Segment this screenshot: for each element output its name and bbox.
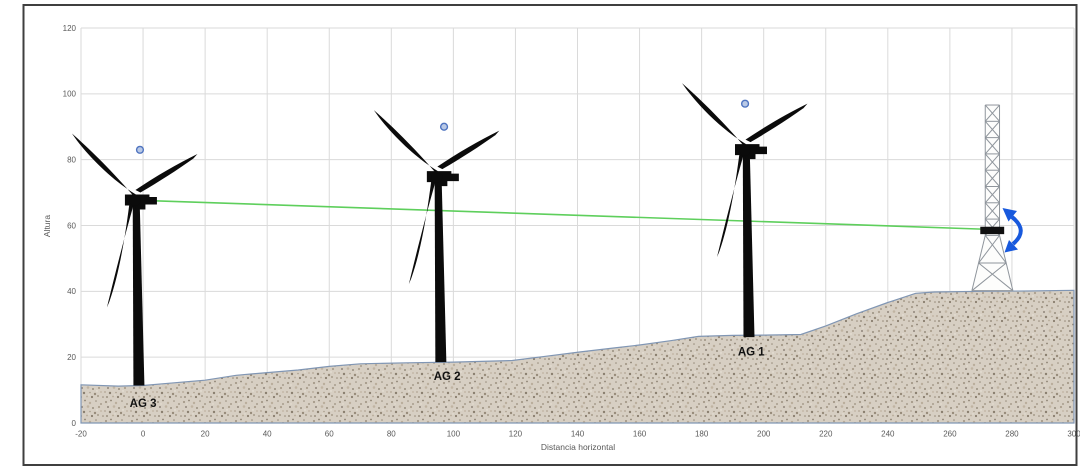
- frame-border: [22, 4, 1078, 466]
- turbine-blade: [373, 110, 438, 174]
- x-tick-label: 240: [881, 430, 895, 439]
- x-tick-label: 0: [141, 430, 146, 439]
- y-tick-label: 0: [72, 419, 77, 428]
- turbine-blade: [71, 133, 136, 197]
- y-tick-label: 100: [63, 90, 77, 99]
- wind-turbine: AG 3: [71, 133, 198, 410]
- x-tick-label: 140: [571, 430, 585, 439]
- x-tick-label: 100: [447, 430, 461, 439]
- mast-brace: [971, 262, 1007, 292]
- x-tick-label: 160: [633, 430, 647, 439]
- x-tick-label: -20: [75, 430, 87, 439]
- x-tick-label: 120: [509, 430, 523, 439]
- y-tick-label: 60: [67, 221, 76, 230]
- turbine-hub: [129, 194, 141, 206]
- x-tick-label: 280: [1005, 430, 1019, 439]
- mast-brace: [984, 202, 1000, 220]
- mast-brace: [978, 262, 1014, 292]
- turbine-label: AG 3: [130, 398, 157, 410]
- sight-line: [135, 199, 982, 230]
- turbine-rotor: [71, 133, 198, 308]
- mast-brace: [984, 186, 1000, 204]
- mast-brace: [984, 153, 1000, 171]
- y-tick-label: 80: [67, 155, 76, 164]
- turbine-label: AG 2: [434, 371, 461, 383]
- mast-brace: [984, 235, 1007, 264]
- y-axis-title: Altura: [42, 215, 52, 237]
- x-tick-label: 20: [201, 430, 210, 439]
- x-tick-label: 40: [263, 430, 272, 439]
- tilt-arrow-head-top: [1002, 208, 1017, 222]
- scatter-point: [439, 122, 449, 131]
- turbine-blade: [408, 180, 436, 285]
- mast-brace: [978, 235, 1000, 264]
- tilt-arrow: [1002, 208, 1023, 253]
- turbine-tower: [742, 153, 755, 338]
- y-tick-label: 120: [63, 24, 77, 33]
- turbine-blade: [745, 103, 808, 143]
- x-tick-label: 260: [943, 430, 957, 439]
- mast-brace: [984, 137, 1000, 155]
- wind-turbine: AG 2: [373, 110, 500, 383]
- mast-brace: [984, 120, 1000, 138]
- y-tick-label: 40: [67, 287, 76, 296]
- terrain-profile: [80, 289, 1075, 424]
- scatter-point: [740, 99, 750, 108]
- scatter-markers: [135, 99, 750, 154]
- turbine-blade: [106, 203, 134, 308]
- x-tick-label: 300: [1067, 430, 1080, 439]
- scatter-point: [135, 145, 145, 154]
- x-tick-label: 60: [325, 430, 334, 439]
- turbine-tower: [434, 180, 447, 363]
- tilt-arrow-head-bottom: [1004, 240, 1018, 253]
- mast-sensor-bar: [980, 226, 1005, 235]
- x-tick-label: 200: [757, 430, 771, 439]
- mast-brace: [984, 104, 1000, 122]
- turbine-tower: [132, 203, 145, 386]
- x-tick-label: 220: [819, 430, 833, 439]
- turbine-blade: [437, 130, 500, 170]
- wind-turbines: AG 3 AG 2 AG 1: [71, 83, 808, 410]
- wind-turbine: AG 1: [681, 83, 808, 359]
- turbine-rotor: [681, 83, 808, 258]
- x-axis-title: Distancia horizontal: [541, 442, 615, 452]
- tilt-arrow-arc: [1010, 215, 1023, 246]
- turbine-hub: [739, 144, 751, 156]
- met-mast: [971, 104, 1023, 292]
- turbine-blade: [135, 153, 198, 193]
- turbine-blade: [716, 153, 744, 258]
- x-tick-label: 180: [695, 430, 709, 439]
- sight-line-layer: [135, 199, 982, 230]
- turbine-blade: [681, 83, 746, 147]
- turbine-rotor: [373, 110, 500, 285]
- x-tick-label: 80: [387, 430, 396, 439]
- terrain-surface: [80, 289, 1075, 424]
- mast-brace: [984, 169, 1000, 187]
- mast-body: [971, 105, 1013, 291]
- tick-labels: -20 0 20 40 60 80 100 120 140 160 180 200 220 240 260 2…: [63, 24, 1080, 439]
- y-tick-label: 20: [67, 353, 76, 362]
- turbine-label: AG 1: [738, 347, 765, 359]
- turbine-hub: [431, 171, 443, 183]
